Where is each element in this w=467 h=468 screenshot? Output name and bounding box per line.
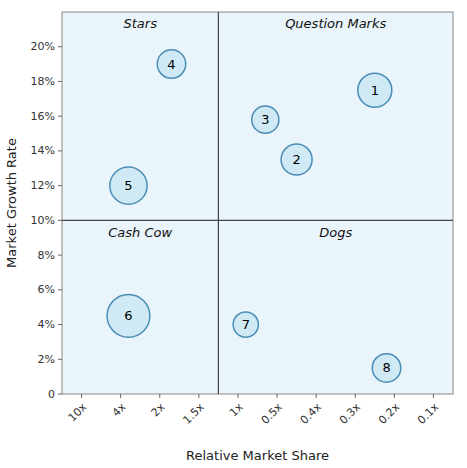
y-tick xyxy=(58,255,62,256)
y-tick xyxy=(58,116,62,117)
quadrant-label: Stars xyxy=(123,16,157,31)
x-axis-label: Relative Market Share xyxy=(186,448,329,463)
y-tick-label: 20% xyxy=(31,40,55,53)
bubble xyxy=(281,144,312,175)
bubble-label: 4 xyxy=(167,57,175,72)
x-tick xyxy=(81,394,82,398)
y-tick xyxy=(58,359,62,360)
bubble xyxy=(110,167,147,204)
bubble-label: 3 xyxy=(261,112,269,127)
quadrant-label: Question Marks xyxy=(285,16,386,31)
bubble xyxy=(107,294,150,337)
y-tick-label: 18% xyxy=(31,75,55,88)
x-tick-label: 0.5x xyxy=(259,400,286,427)
y-tick xyxy=(58,220,62,221)
x-tick xyxy=(433,394,434,398)
x-tick xyxy=(355,394,356,398)
quadrant-label: Dogs xyxy=(319,225,352,240)
x-tick-label: 1x xyxy=(227,400,246,419)
bubbles xyxy=(107,50,401,382)
bubble-label: 8 xyxy=(382,360,390,375)
y-tick xyxy=(58,81,62,82)
bubble-label: 7 xyxy=(242,317,250,332)
x-tick xyxy=(120,394,121,398)
x-tick-label: 10x xyxy=(66,400,90,424)
bubble-label: 1 xyxy=(371,83,379,98)
y-tick-label: 16% xyxy=(31,110,55,123)
plot-area xyxy=(62,12,453,394)
x-tick-label: 4x xyxy=(110,400,129,419)
x-tick-label: 1.5x xyxy=(180,400,207,427)
plot-frame xyxy=(62,12,453,394)
y-tick xyxy=(58,46,62,47)
y-tick-label: 8% xyxy=(38,249,55,262)
y-tick-label: 2% xyxy=(38,353,55,366)
x-tick xyxy=(277,394,278,398)
y-tick xyxy=(58,289,62,290)
y-tick xyxy=(58,150,62,151)
y-tick-label: 12% xyxy=(31,179,55,192)
y-tick-label: 6% xyxy=(38,283,55,296)
y-tick xyxy=(58,185,62,186)
y-tick-label: 4% xyxy=(38,318,55,331)
x-tick-label: 0.4x xyxy=(298,400,325,427)
x-tick xyxy=(159,394,160,398)
bubble xyxy=(252,106,279,133)
bubble xyxy=(358,73,392,107)
x-tick-label: 0.3x xyxy=(337,400,364,427)
bubble-label: 2 xyxy=(292,152,300,167)
x-tick xyxy=(316,394,317,398)
x-tick-label: 2x xyxy=(149,400,168,419)
bubble-label: 5 xyxy=(124,178,132,193)
x-tick xyxy=(394,394,395,398)
divider-line xyxy=(218,12,219,394)
y-tick-label: 14% xyxy=(31,144,55,157)
y-tick xyxy=(58,394,62,395)
y-tick-label: 0 xyxy=(48,388,55,401)
y-tick xyxy=(58,324,62,325)
bubble xyxy=(157,50,185,78)
y-tick-label: 10% xyxy=(31,214,55,227)
bubble xyxy=(372,354,400,382)
y-axis-label: Market Growth Rate xyxy=(4,138,19,268)
x-tick-label: 0.2x xyxy=(376,400,403,427)
x-tick-label: 0.1x xyxy=(415,400,442,427)
bubble xyxy=(233,312,258,337)
quadrant-label: Cash Cow xyxy=(108,225,172,240)
x-tick xyxy=(198,394,199,398)
divider-line xyxy=(62,220,453,221)
x-tick xyxy=(237,394,238,398)
chart: 1 2 3 4 5 6 7 8 Stars Question Marks Cash Cow Dogs 1… xyxy=(0,0,467,468)
bubble-label: 6 xyxy=(124,308,132,323)
